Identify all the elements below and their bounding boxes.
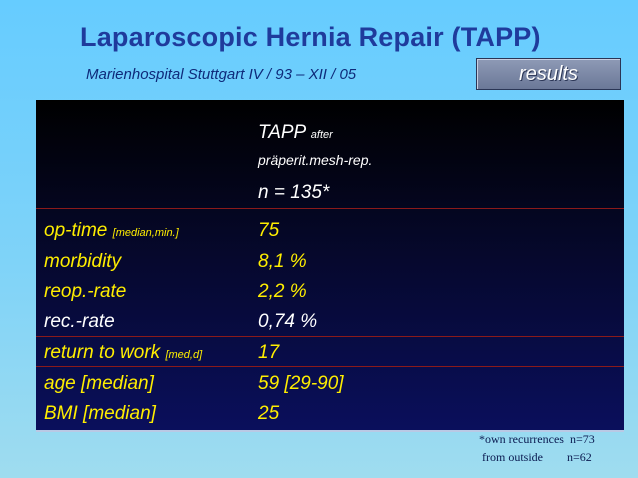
divider [36, 336, 624, 337]
row-label-age: age [median] [44, 373, 154, 394]
row-value-op-time: 75 [258, 220, 280, 241]
row-label-text: op-time [44, 220, 108, 241]
row-label-reop-rate: reop.-rate [44, 281, 127, 302]
row-label-text: return to work [44, 342, 161, 363]
footnote-own-recurrences: *own recurrences n=73 [479, 432, 595, 446]
footnote-from-outside: from outside n=62 [479, 450, 592, 464]
results-table: TAPP after präperit.mesh-rep. n = 135* o… [36, 100, 624, 432]
row-label-bmi: BMI [median] [44, 403, 156, 424]
slide-subtitle: Marienhospital Stuttgart IV / 93 – XII /… [86, 66, 357, 83]
row-label-op-time: op-time [median,min.] [44, 220, 179, 242]
row-value-age: 59 [29-90] [258, 373, 344, 394]
column-header-name-text: TAPP [258, 122, 306, 143]
row-label-note: [median,min.] [112, 227, 179, 239]
divider [36, 366, 624, 367]
divider [36, 208, 624, 209]
row-value-reop-rate: 2,2 % [258, 281, 307, 302]
row-value-bmi: 25 [258, 403, 280, 424]
column-header-n: n = 135* [258, 182, 330, 203]
row-label-rec-rate: rec.-rate [44, 311, 115, 332]
results-button[interactable]: results [476, 58, 621, 90]
row-value-return-to-work: 17 [258, 342, 280, 363]
row-label-morbidity: morbidity [44, 251, 122, 272]
row-value-morbidity: 8,1 % [258, 251, 307, 272]
column-header-qualifier: after [310, 129, 333, 141]
slide-title: Laparoscopic Hernia Repair (TAPP) [80, 22, 541, 52]
row-value-rec-rate: 0,74 % [258, 311, 318, 332]
column-header-detail: präperit.mesh-rep. [258, 152, 373, 168]
row-label-return-to-work: return to work [med,d] [44, 342, 202, 364]
row-label-note: [med,d] [165, 349, 203, 361]
column-header-name: TAPP after [258, 122, 333, 144]
